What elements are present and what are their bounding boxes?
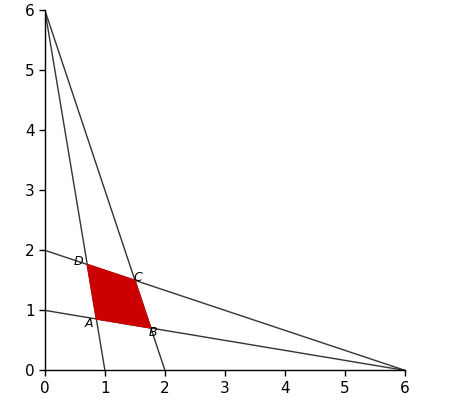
Text: D: D	[74, 255, 84, 268]
Polygon shape	[87, 264, 151, 328]
Text: B: B	[149, 326, 158, 339]
Text: C: C	[134, 272, 142, 284]
Text: A: A	[85, 317, 94, 330]
